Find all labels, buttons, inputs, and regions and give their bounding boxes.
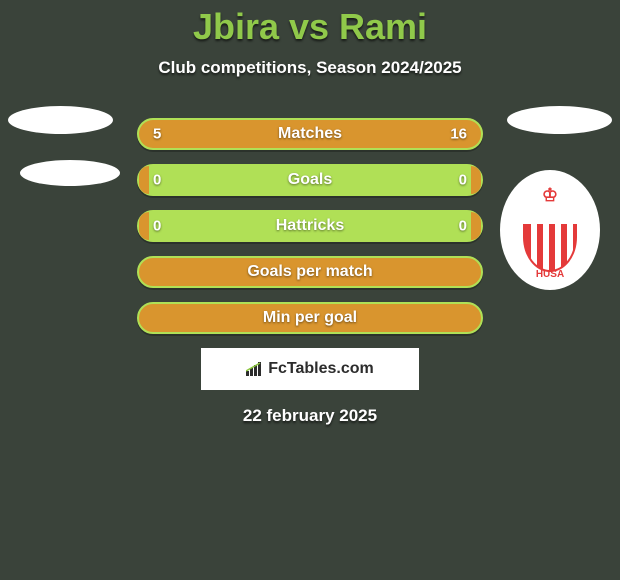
stat-bar-left-fill [139, 212, 149, 240]
stat-bar-right-fill [471, 166, 481, 194]
stat-bar-right-fill [471, 212, 481, 240]
stat-value-right: 16 [450, 126, 467, 143]
watermark[interactable]: FcTables.com [201, 348, 419, 390]
player-right-club-badge: ♔ HUSA [500, 170, 600, 290]
comparison-chart: ♔ HUSA 5 16 Matches 0 0 Goals 0 0 Hattricks Goals… [0, 118, 620, 334]
stat-value-left: 0 [153, 218, 161, 235]
page-subtitle: Club competitions, Season 2024/2025 [0, 58, 620, 78]
player-right-avatar-placeholder [507, 106, 612, 134]
stat-label: Goals per match [247, 263, 372, 281]
stat-label: Matches [278, 125, 342, 143]
player-left-avatar-placeholder [8, 106, 113, 134]
bar-chart-icon [246, 362, 264, 376]
stat-value-left: 5 [153, 126, 161, 143]
badge-stripes-icon [523, 224, 577, 272]
stat-value-right: 0 [459, 172, 467, 189]
stat-value-right: 0 [459, 218, 467, 235]
crown-icon: ♔ [542, 185, 558, 206]
stat-bar: Min per goal [137, 302, 483, 334]
watermark-text: FcTables.com [268, 360, 374, 378]
stat-bar-left-fill [139, 120, 201, 148]
stat-bar-left-fill [139, 166, 149, 194]
stat-label: Hattricks [276, 217, 344, 235]
stat-label: Goals [288, 171, 332, 189]
stat-bar: 0 0 Goals [137, 164, 483, 196]
stat-label: Min per goal [263, 309, 357, 327]
stat-bar: 0 0 Hattricks [137, 210, 483, 242]
stat-bar: 5 16 Matches [137, 118, 483, 150]
date-label: 22 february 2025 [0, 406, 620, 426]
badge-code: HUSA [536, 269, 564, 280]
player-left-club-placeholder [20, 160, 120, 186]
stat-bar: Goals per match [137, 256, 483, 288]
page-title: Jbira vs Rami [0, 0, 620, 48]
stat-value-left: 0 [153, 172, 161, 189]
